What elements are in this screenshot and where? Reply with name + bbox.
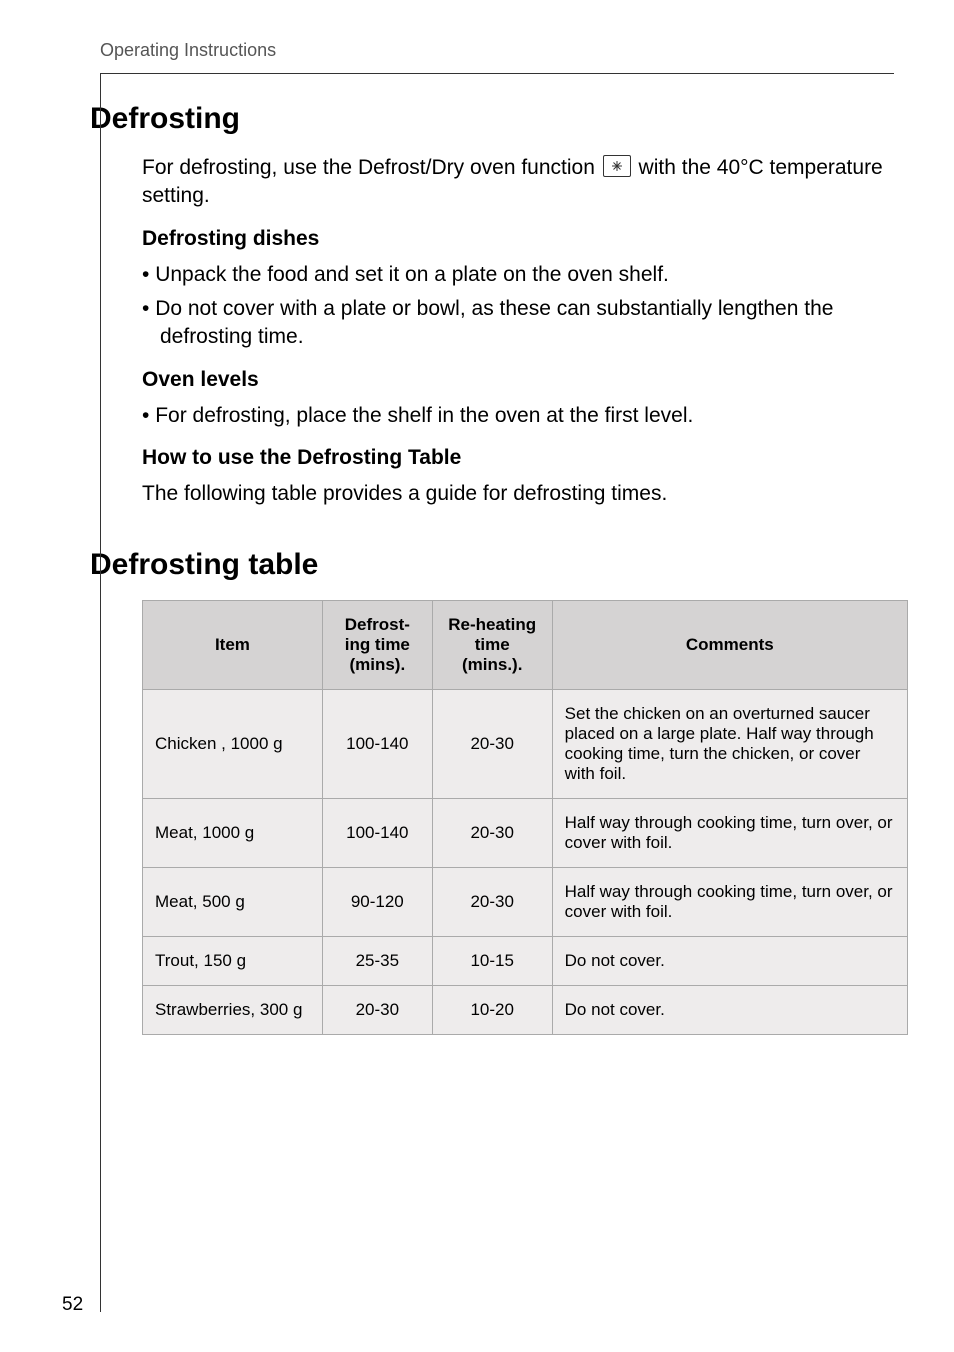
- col-header-defrost: Defrost-ing time(mins).: [322, 601, 432, 690]
- list-item: Unpack the food and set it on a plate on…: [142, 261, 894, 289]
- cell-reheat: 10-15: [432, 937, 552, 986]
- cell-defrost: 25-35: [322, 937, 432, 986]
- table-row: Meat, 500 g 90-120 20-30 Half way throug…: [143, 868, 908, 937]
- intro-text-pre: For defrosting, use the Defrost/Dry oven…: [142, 156, 601, 179]
- cell-item: Strawberries, 300 g: [143, 986, 323, 1035]
- oven-levels-list: For defrosting, place the shelf in the o…: [100, 402, 894, 430]
- cell-reheat: 20-30: [432, 799, 552, 868]
- col-header-item: Item: [143, 601, 323, 690]
- defrosting-dishes-heading: Defrosting dishes: [100, 227, 894, 251]
- cell-reheat: 10-20: [432, 986, 552, 1035]
- cell-comment: Half way through cooking time, turn over…: [552, 868, 907, 937]
- cell-defrost: 100-140: [322, 799, 432, 868]
- table-row: Chicken , 1000 g 100-140 20-30 Set the c…: [143, 690, 908, 799]
- content-area: Defrosting For defrosting, use the Defro…: [100, 102, 894, 1035]
- cell-item: Trout, 150 g: [143, 937, 323, 986]
- cell-reheat: 20-30: [432, 690, 552, 799]
- col-header-comments: Comments: [552, 601, 907, 690]
- how-to-use-heading: How to use the Defrosting Table: [100, 446, 894, 470]
- cell-comment: Set the chicken on an overturned saucer …: [552, 690, 907, 799]
- table-header-row: Item Defrost-ing time(mins). Re-heatingt…: [143, 601, 908, 690]
- cell-defrost: 100-140: [322, 690, 432, 799]
- cell-item: Meat, 1000 g: [143, 799, 323, 868]
- cell-comment: Do not cover.: [552, 986, 907, 1035]
- defrosting-heading: Defrosting: [90, 102, 894, 136]
- oven-levels-heading: Oven levels: [100, 368, 894, 392]
- list-item: For defrosting, place the shelf in the o…: [142, 402, 894, 430]
- col-header-reheat: Re-heatingtime(mins.).: [432, 601, 552, 690]
- table-body: Chicken , 1000 g 100-140 20-30 Set the c…: [143, 690, 908, 1035]
- how-to-use-text: The following table provides a guide for…: [100, 480, 894, 508]
- cell-item: Meat, 500 g: [143, 868, 323, 937]
- page-number: 52: [62, 1294, 83, 1316]
- vertical-rule: [100, 74, 101, 1312]
- cell-defrost: 90-120: [322, 868, 432, 937]
- table-row: Trout, 150 g 25-35 10-15 Do not cover.: [143, 937, 908, 986]
- defrosting-dishes-list: Unpack the food and set it on a plate on…: [100, 261, 894, 352]
- cell-defrost: 20-30: [322, 986, 432, 1035]
- cell-comment: Do not cover.: [552, 937, 907, 986]
- cell-reheat: 20-30: [432, 868, 552, 937]
- defrosting-table-heading: Defrosting table: [90, 548, 894, 582]
- table-row: Strawberries, 300 g 20-30 10-20 Do not c…: [143, 986, 908, 1035]
- defrosting-table: Item Defrost-ing time(mins). Re-heatingt…: [142, 600, 908, 1035]
- cell-item: Chicken , 1000 g: [143, 690, 323, 799]
- cell-comment: Half way through cooking time, turn over…: [552, 799, 907, 868]
- table-row: Meat, 1000 g 100-140 20-30 Half way thro…: [143, 799, 908, 868]
- defrosting-intro: For defrosting, use the Defrost/Dry oven…: [100, 154, 894, 211]
- running-header: Operating Instructions: [100, 40, 894, 74]
- page-container: Operating Instructions Defrosting For de…: [0, 0, 954, 1075]
- list-item: Do not cover with a plate or bowl, as th…: [142, 295, 894, 352]
- defrost-dry-icon: [603, 155, 631, 177]
